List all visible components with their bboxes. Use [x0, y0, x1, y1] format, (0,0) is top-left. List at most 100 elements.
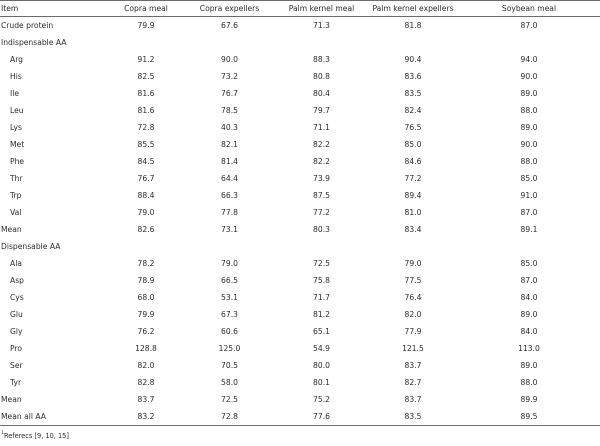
row-label: Mean — [1, 225, 22, 234]
column-header-soybean-meal: Soybean meal — [458, 0, 600, 17]
table-cell: 89.0 — [520, 310, 538, 319]
table-cell: 87.0 — [520, 21, 538, 30]
table-cell — [108, 34, 184, 51]
table-row: Glu 79.9 67.3 81.2 82.0 89.0 — [0, 306, 600, 323]
section-row: Indispensable AA — [0, 34, 600, 51]
table-row: Ala 78.2 79.0 72.5 79.0 85.0 — [0, 255, 600, 272]
table-cell: 89.9 — [520, 395, 538, 404]
row-label: Cys — [10, 293, 24, 302]
table-cell — [184, 34, 275, 51]
table-cell: 76.7 — [221, 89, 238, 98]
table-row: Ile 81.6 76.7 80.4 83.5 89.0 — [0, 85, 600, 102]
table-cell: 78.5 — [221, 106, 238, 115]
table-cell: 81.0 — [404, 208, 422, 217]
table-cell: 73.1 — [221, 225, 238, 234]
table-cell: 64.4 — [221, 174, 238, 183]
table-cell: 76.4 — [404, 293, 422, 302]
row-label: Val — [10, 208, 22, 217]
table-cell: 88.0 — [520, 157, 538, 166]
table-cell: 88.0 — [520, 106, 538, 115]
table-cell: 82.2 — [313, 157, 330, 166]
row-label: Ala — [10, 259, 22, 268]
table-cell: 80.8 — [313, 72, 330, 81]
table-cell: 79.9 — [137, 21, 155, 30]
table-row: His 82.5 73.2 80.8 83.6 90.0 — [0, 68, 600, 85]
table-row: Cys 68.0 53.1 71.7 76.4 84.0 — [0, 289, 600, 306]
table-row: Mean 83.7 72.5 75.2 83.7 89.9 — [0, 391, 600, 408]
table-row: Met 85.5 82.1 82.2 85.0 90.0 — [0, 136, 600, 153]
table-cell: 87.0 — [520, 276, 538, 285]
table-cell: 89.0 — [520, 361, 538, 370]
table-cell: 90.0 — [520, 140, 538, 149]
row-label: Arg — [10, 55, 24, 64]
table-row: Val 79.0 77.8 77.2 81.0 87.0 — [0, 204, 600, 221]
table-cell: 90.4 — [404, 55, 422, 64]
table-cell: 82.8 — [137, 378, 155, 387]
table-cell: 84.0 — [520, 327, 538, 336]
table-cell — [184, 238, 275, 255]
table-cell: 66.3 — [221, 191, 238, 200]
row-label: Pro — [10, 344, 23, 353]
row-label: Ile — [10, 89, 20, 98]
table-cell: 85.0 — [404, 140, 422, 149]
section-label: Dispensable AA — [1, 242, 61, 251]
table-cell: 76.2 — [137, 327, 155, 336]
table-row: Phe 84.5 81.4 82.2 84.6 88.0 — [0, 153, 600, 170]
table-cell: 79.0 — [137, 208, 155, 217]
table-row: Leu 81.6 78.5 79.7 82.4 88.0 — [0, 102, 600, 119]
table-cell — [275, 34, 368, 51]
table-cell: 87.5 — [313, 191, 330, 200]
table-cell: 75.2 — [313, 395, 330, 404]
table-cell: 79.7 — [313, 106, 330, 115]
row-label: Leu — [10, 106, 24, 115]
column-header-palm-kernel-expellers: Palm kernel expellers — [368, 0, 458, 17]
row-label: His — [10, 72, 22, 81]
table-cell: 73.9 — [313, 174, 330, 183]
table-cell: 67.3 — [221, 310, 238, 319]
table-cell: 85.0 — [520, 174, 538, 183]
table-cell: 79.0 — [404, 259, 422, 268]
footnote-text: Referecs [9, 10, 15] — [3, 432, 69, 440]
table-cell: 80.4 — [313, 89, 330, 98]
table-cell: 79.0 — [221, 259, 238, 268]
table-cell: 70.5 — [221, 361, 238, 370]
table-cell: 60.6 — [221, 327, 238, 336]
table-cell: 66.5 — [221, 276, 238, 285]
table-cell: 84.5 — [137, 157, 155, 166]
row-label: Mean all AA — [0, 408, 108, 426]
table-cell: 90.0 — [221, 55, 238, 64]
table-cell: 83.7 — [404, 361, 422, 370]
table-cell: 71.7 — [313, 293, 330, 302]
table-cell: 78.9 — [137, 276, 155, 285]
table-row: Asp 78.9 66.5 75.8 77.5 87.0 — [0, 272, 600, 289]
table-cell: 87.0 — [520, 208, 538, 217]
table-cell: 81.2 — [313, 310, 330, 319]
table-cell: 77.6 — [275, 408, 368, 426]
table-cell: 65.1 — [313, 327, 330, 336]
table-cell: 80.3 — [313, 225, 330, 234]
table-cell: 77.5 — [404, 276, 422, 285]
table-cell — [368, 238, 458, 255]
table-header: Item Copra meal Copra expellers Palm ker… — [0, 0, 600, 17]
table-cell — [275, 238, 368, 255]
table-cell: 58.0 — [221, 378, 238, 387]
table-cell: 67.6 — [221, 21, 238, 30]
digestibility-table: Item Copra meal Copra expellers Palm ker… — [0, 0, 600, 426]
table-row: Arg 91.2 90.0 88.3 90.4 94.0 — [0, 51, 600, 68]
table-cell: 68.0 — [137, 293, 155, 302]
table-cell: 125.0 — [218, 344, 241, 353]
table-cell: 82.2 — [313, 140, 330, 149]
table-cell: 77.2 — [404, 174, 422, 183]
table-cell: 77.8 — [221, 208, 238, 217]
table-row: Trp 88.4 66.3 87.5 89.4 91.0 — [0, 187, 600, 204]
table-cell: 82.4 — [404, 106, 422, 115]
section-row: Dispensable AA — [0, 238, 600, 255]
table-cell: 82.5 — [137, 72, 155, 81]
table-cell: 85.5 — [137, 140, 155, 149]
row-label: Glu — [10, 310, 23, 319]
table-cell: 77.9 — [404, 327, 422, 336]
table-cell: 73.2 — [221, 72, 238, 81]
table-cell: 83.7 — [404, 395, 422, 404]
table-row: Pro 128.8 125.0 54.9 121.5 113.0 — [0, 340, 600, 357]
column-header-item: Item — [0, 0, 108, 17]
